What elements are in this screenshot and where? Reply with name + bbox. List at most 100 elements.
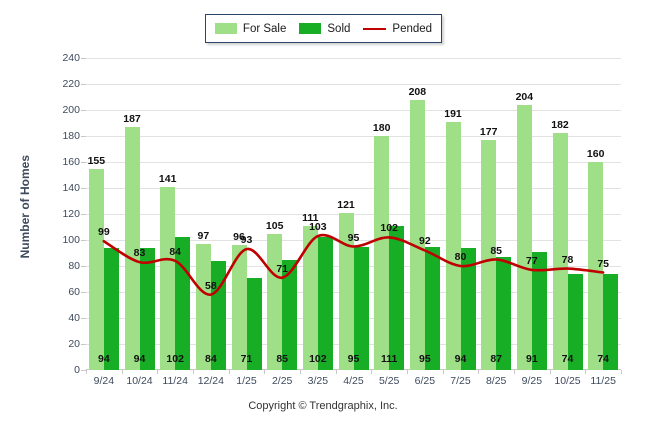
y-axis-tick-label: 200 [62,104,80,116]
data-label-pended: 78 [561,253,574,266]
y-axis-tick-label: 140 [62,182,80,194]
data-label-pended: 58 [204,279,217,292]
x-axis-tick-mark [193,370,194,374]
y-axis-title: Number of Homes [18,155,32,259]
x-axis-tick-label: 5/25 [378,375,400,387]
data-label-for-sale: 204 [515,90,534,103]
data-label-for-sale: 105 [265,219,284,232]
x-axis-tick-label: 2/25 [271,375,293,387]
data-label-sold: 74 [561,353,574,365]
legend-entry-pended: Pended [363,23,432,35]
y-axis-tick-mark [81,110,86,111]
bar-sold[interactable] [353,246,369,370]
bar-for-sale[interactable] [160,186,176,370]
x-axis-tick-label: 9/24 [93,375,115,387]
y-axis-tick-mark [81,188,86,189]
x-axis-tick-mark [157,370,159,374]
data-label-sold: 102 [309,353,327,365]
chart-legend: For Sale Sold Pended [205,14,442,43]
bar-sold[interactable] [424,246,440,370]
data-label-sold: 111 [380,353,398,365]
data-label-for-sale: 155 [87,154,106,167]
data-label-for-sale: 182 [551,119,569,132]
x-axis-tick-label: 1/25 [236,375,257,387]
bar-sold[interactable] [603,273,619,370]
x-axis-tick-label: 11/24 [162,375,188,387]
gridline [86,110,621,111]
y-axis-tick-mark [81,58,86,59]
data-label-pended: 93 [240,234,253,247]
x-axis-tick-label: 8/25 [485,375,507,387]
gridline [86,162,621,163]
y-axis-tick-label: 80 [68,260,80,272]
data-label-sold: 94 [133,353,146,365]
y-axis-tick-mark [81,292,86,293]
data-label-sold: 71 [240,353,253,365]
y-axis-tick-mark [81,214,86,215]
data-label-pended: 103 [309,221,327,234]
legend-entry-sold: Sold [299,23,350,35]
legend-label-for-sale: For Sale [242,22,287,35]
legend-label-pended: Pended [392,22,433,35]
bar-sold[interactable] [460,247,476,370]
bar-sold[interactable] [246,277,262,370]
y-axis-tick-mark [81,318,86,319]
bar-for-sale[interactable] [516,104,532,370]
y-axis-tick-label: 160 [62,156,80,168]
x-axis-tick-mark [228,370,230,374]
x-axis-tick-mark [442,370,444,374]
data-label-sold: 94 [97,353,110,365]
bar-sold[interactable] [139,247,155,370]
bar-sold[interactable] [389,225,405,370]
y-axis-tick-label: 20 [68,338,80,350]
x-axis-tick-label: 12/24 [197,375,224,387]
bar-for-sale[interactable] [552,133,568,370]
x-axis-tick-label: 7/25 [450,375,471,387]
bar-sold[interactable] [567,273,583,370]
bar-for-sale[interactable] [374,136,390,370]
data-label-pended: 84 [169,245,181,258]
bar-for-sale[interactable] [231,245,247,370]
bar-for-sale[interactable] [302,225,318,370]
plot-area: 155 94 187 94 141 102 97 84 96 71 105 85 111 102 121 95… [86,58,621,370]
gridline [86,58,621,59]
data-label-pended: 80 [454,251,467,263]
y-axis-tick-mark [81,266,86,267]
y-axis-tick-mark [81,136,86,137]
data-label-sold: 95 [418,353,431,365]
gridline [86,136,621,137]
gridline [86,188,621,189]
data-label-sold: 85 [276,353,288,365]
data-label-for-sale: 121 [337,198,355,211]
data-label-pended: 85 [490,244,502,257]
bar-for-sale[interactable] [445,121,461,370]
bar-for-sale[interactable] [88,168,104,370]
data-label-pended: 75 [597,257,609,270]
square-swatch-icon [214,23,237,34]
data-label-sold: 102 [166,353,184,365]
y-axis-tick-label: 220 [62,78,80,90]
y-axis-tick-label: 120 [62,208,80,220]
x-axis-tick-mark [514,370,515,374]
data-label-for-sale: 187 [123,112,141,125]
data-label-sold: 94 [454,353,467,365]
bar-for-sale[interactable] [267,233,283,370]
line-swatch-icon [363,27,387,30]
legend-label-sold: Sold [327,22,351,35]
data-label-for-sale: 97 [197,229,210,242]
x-axis-tick-label: 10/24 [126,375,153,387]
y-axis-tick-label: 180 [62,130,80,142]
y-axis-tick-label: 60 [68,286,80,298]
data-label-sold: 91 [525,353,538,365]
data-label-for-sale: 180 [372,122,391,134]
bar-sold[interactable] [103,247,119,370]
x-axis-tick-mark [371,370,373,374]
bar-sold[interactable] [317,237,333,370]
y-axis-tick-mark [81,84,86,85]
data-label-sold: 74 [597,353,609,365]
data-label-sold: 84 [204,353,217,365]
square-swatch-icon [299,23,322,34]
bar-for-sale[interactable] [195,243,211,370]
x-axis-tick-mark [549,370,551,374]
data-label-for-sale: 96 [233,231,245,244]
